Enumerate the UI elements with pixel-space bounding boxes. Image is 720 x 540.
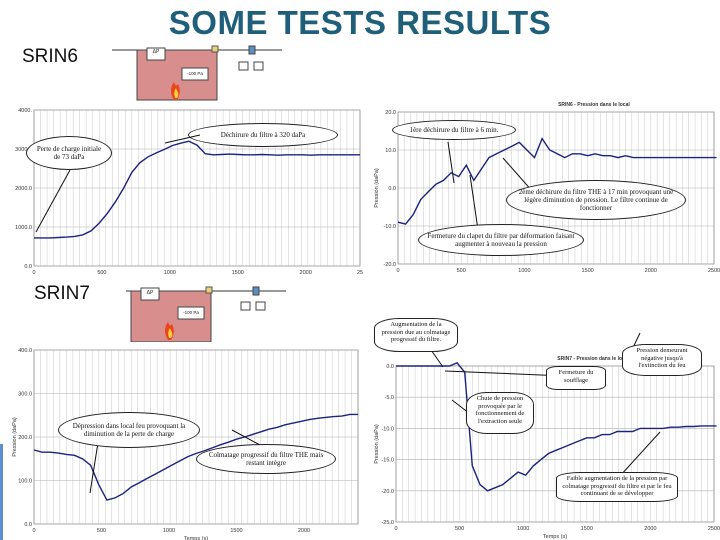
x-tick-label: 0 bbox=[32, 528, 35, 534]
x-tick-label: 1500 bbox=[581, 268, 593, 274]
y-tick-label: -5.0 bbox=[385, 395, 394, 401]
x-tick-label: 2000 bbox=[644, 526, 656, 532]
y-tick-label: 0.0 bbox=[24, 264, 32, 270]
annotation-initial-pressure-drop: Perte de charge initiale de 73 daPa bbox=[26, 136, 112, 170]
x-tick-label: 2000 bbox=[298, 528, 310, 534]
x-tick-label: 1000 bbox=[163, 528, 175, 534]
x-tick-label: 500 bbox=[97, 270, 106, 276]
accent-bar bbox=[0, 444, 3, 540]
series-line bbox=[33, 413, 358, 501]
y-tick-label: 400.0 bbox=[18, 348, 32, 354]
annotation-first-tear: 1ère déchirure du filtre à 6 min. bbox=[392, 120, 516, 140]
y-tick-label: 20.0 bbox=[385, 110, 396, 116]
annotation-progressive-clogging: Colmatage progressif du filtre THE mais … bbox=[196, 444, 336, 474]
annotation-local-depression: Dépression dans local feu provoquant la … bbox=[58, 412, 200, 448]
schematic-dp-label-2: ΔP bbox=[146, 290, 154, 296]
y-tick-label: 2000.0 bbox=[15, 186, 32, 192]
x-tick-label: 1000 bbox=[517, 526, 529, 532]
y-tick-label: 1000.0 bbox=[15, 225, 32, 231]
y-tick-label: -25.0 bbox=[381, 520, 394, 526]
y-tick-label: -15.0 bbox=[381, 458, 394, 464]
srin6-label: SRIN6 bbox=[22, 46, 78, 67]
x-tick-label: 0 bbox=[396, 268, 399, 274]
schematic-dp-label: ΔP bbox=[152, 49, 160, 55]
y-tick-label: 100.0 bbox=[18, 479, 32, 485]
schematic-value: -100 Pa bbox=[187, 71, 203, 76]
annotation-filter-tear: Déchirure du filtre à 320 daPa bbox=[188, 123, 338, 147]
schematic-lines bbox=[112, 45, 282, 101]
y-axis-label: Pression (daPa) bbox=[374, 424, 380, 464]
y-axis-label: Pression (daPa) bbox=[12, 417, 18, 457]
y-tick-label: 300.0 bbox=[18, 392, 32, 398]
x-tick-label: 1500 bbox=[230, 528, 242, 534]
y-tick-label: 3000.0 bbox=[15, 147, 32, 153]
y-tick-label: 0.0 bbox=[24, 522, 32, 528]
annotation-slight-increase: Faible augmentation de la pression par c… bbox=[556, 472, 678, 502]
x-tick-label: 500 bbox=[97, 528, 106, 534]
x-tick-label: 2500 bbox=[708, 526, 720, 532]
annotation-blowing-stop: Fermeture du soufflage bbox=[546, 366, 606, 390]
y-tick-label: 0.0 bbox=[386, 364, 394, 370]
chart-title: SRIN7 - Pression dans le local bbox=[557, 356, 629, 362]
x-axis-label: Temps (s) bbox=[184, 536, 208, 540]
annotation-negative-pressure: Pression demeurant négative jusqu'à l'ex… bbox=[622, 344, 702, 376]
schematic-lines-2 bbox=[126, 286, 286, 342]
chart-title: SRIN6 - Pression dans le local bbox=[558, 102, 630, 108]
x-tick-label: 25 bbox=[357, 270, 363, 276]
series-line bbox=[396, 362, 717, 492]
y-tick-label: -20.0 bbox=[381, 489, 394, 495]
srin7-label: SRIN7 bbox=[34, 283, 90, 304]
x-tick-label: 1500 bbox=[232, 270, 244, 276]
annotation-pressure-drop-extraction: Chute de pression provoquée par le fonct… bbox=[466, 392, 534, 434]
y-axis-label: Pression (daPa) bbox=[374, 168, 380, 208]
x-tick-label: 1500 bbox=[581, 526, 593, 532]
series-line bbox=[34, 140, 360, 239]
x-tick-label: 0 bbox=[32, 270, 35, 276]
page-title: SOME TESTS RESULTS bbox=[168, 4, 552, 41]
x-tick-label: 1000 bbox=[164, 270, 176, 276]
y-tick-label: -20.0 bbox=[383, 262, 396, 268]
y-tick-label: -10.0 bbox=[383, 224, 396, 230]
x-tick-label: 0 bbox=[394, 526, 397, 532]
y-tick-label: 200.0 bbox=[18, 435, 32, 441]
x-tick-label: 1000 bbox=[518, 268, 530, 274]
x-tick-label: 500 bbox=[455, 526, 464, 532]
schematic-value-2: -100 Pa bbox=[183, 310, 199, 315]
y-tick-label: 4000. bbox=[18, 108, 32, 114]
x-tick-label: 2000 bbox=[300, 270, 312, 276]
x-tick-label: 500 bbox=[457, 268, 466, 274]
y-tick-label: 10.0 bbox=[385, 148, 396, 154]
y-tick-label: 0.0 bbox=[388, 186, 396, 192]
srin6-schematic: ΔP -100 Pa bbox=[112, 40, 282, 102]
annotation-pressure-increase: Augmentation de la pression due au colma… bbox=[374, 318, 458, 352]
chart-srin7-room-pressure: -25.0 -20.0 -15.0 -10.0 -5.0 0.0 0 500 1000 1500 2… bbox=[374, 356, 720, 540]
x-tick-label: 2500 bbox=[708, 268, 720, 274]
srin7-schematic: ΔP -100 Pa bbox=[126, 280, 286, 342]
annotation-second-tear: 2ème déchirure du filtre THE à 17 min pr… bbox=[506, 180, 686, 220]
x-axis-label: Temps (s) bbox=[543, 534, 567, 540]
x-tick-label: 2000 bbox=[645, 268, 657, 274]
chart-srin7-filter: 0.0100.0200.0300.0400.005001000150020002… bbox=[12, 348, 359, 540]
y-tick-label: -10.0 bbox=[381, 426, 394, 432]
annotation-clapet-closure: Fermeture du clapet du filtre par déform… bbox=[418, 224, 584, 256]
